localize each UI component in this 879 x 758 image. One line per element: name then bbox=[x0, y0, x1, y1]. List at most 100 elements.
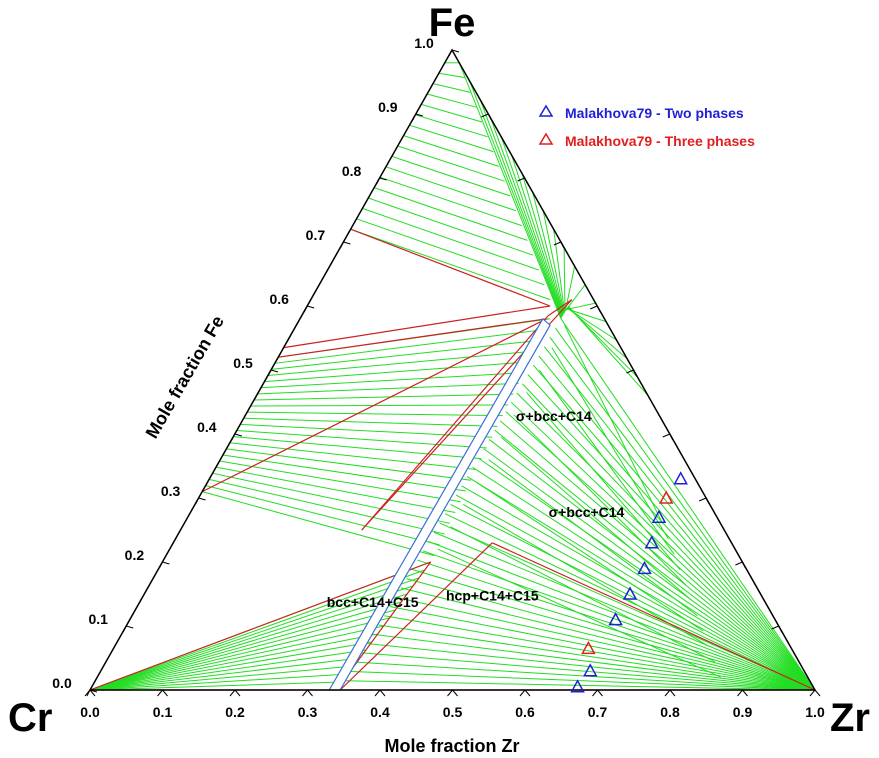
data-point-triangle bbox=[622, 586, 638, 600]
tick-mark bbox=[560, 241, 565, 249]
tie-line bbox=[532, 192, 565, 314]
tie-line bbox=[450, 503, 816, 691]
tie-line bbox=[494, 429, 816, 691]
tie-line bbox=[89, 601, 402, 691]
tie-line bbox=[415, 114, 488, 138]
tie-line bbox=[538, 355, 816, 691]
tick-labels: 0.0 0.0 0.1 0.1 0.2 0.2 0.3 0.3 0.4 0.4 0.5 0.5 0.6 0… bbox=[52, 35, 825, 720]
tie-lines bbox=[89, 62, 816, 691]
tick-mark bbox=[778, 625, 783, 633]
tie-line bbox=[271, 339, 540, 370]
tie-line bbox=[229, 442, 477, 470]
tick-label-zr: 0.4 bbox=[370, 704, 390, 720]
tie-line bbox=[89, 585, 414, 691]
tie-line bbox=[526, 392, 681, 571]
tick-mark bbox=[303, 305, 308, 313]
tie-line bbox=[499, 420, 816, 691]
tick-label-zr: 0.2 bbox=[225, 704, 245, 720]
tick-mark bbox=[524, 177, 529, 185]
tick-mark bbox=[519, 689, 526, 697]
tick-mark bbox=[447, 689, 453, 697]
tie-line bbox=[350, 228, 551, 301]
tie-line bbox=[202, 491, 435, 557]
vertex-label-left: Cr bbox=[8, 696, 52, 740]
tie-line bbox=[565, 284, 586, 311]
tick-mark bbox=[89, 689, 96, 697]
tie-line bbox=[411, 568, 816, 691]
tick-mark bbox=[771, 625, 779, 630]
tick-mark bbox=[126, 625, 134, 629]
tie-line bbox=[379, 176, 522, 227]
tick-mark bbox=[626, 369, 634, 374]
tie-line bbox=[490, 118, 563, 317]
data-point-triangle bbox=[608, 612, 623, 626]
legend-label: Malakhova79 - Three phases bbox=[565, 133, 755, 149]
tie-line bbox=[521, 173, 564, 315]
tie-line bbox=[89, 673, 349, 691]
tie-line bbox=[240, 423, 493, 438]
tie-line bbox=[544, 346, 816, 691]
tie-line bbox=[373, 633, 816, 691]
phase-boundary-line bbox=[278, 318, 547, 358]
legend-item-two-phases: Malakhova79 - Two phases bbox=[538, 104, 744, 121]
tie-line bbox=[267, 350, 535, 377]
tie-line bbox=[243, 417, 498, 427]
data-point-triangle bbox=[582, 663, 598, 677]
data-points bbox=[570, 471, 688, 693]
legend: Malakhova79 - Two phases Malakhova79 - T… bbox=[538, 104, 755, 149]
tick-mark bbox=[741, 561, 746, 569]
legend-item-three-phases: Malakhova79 - Three phases bbox=[538, 132, 755, 149]
data-point-triangle bbox=[581, 640, 596, 655]
tie-line bbox=[89, 609, 396, 691]
region-label: σ+bcc+C14 bbox=[549, 504, 625, 520]
tie-line bbox=[374, 187, 528, 241]
tick-mark bbox=[157, 689, 163, 697]
tick-mark bbox=[553, 241, 562, 246]
tie-line bbox=[362, 207, 539, 271]
data-point-triangle bbox=[658, 490, 674, 504]
tie-line bbox=[472, 466, 816, 691]
tie-line bbox=[89, 577, 420, 691]
tie-line bbox=[438, 72, 466, 79]
axis-title-bottom: Mole fraction Zr bbox=[384, 736, 519, 756]
tick-label-zr: 1.0 bbox=[805, 704, 825, 720]
tie-line bbox=[397, 145, 505, 182]
tick-label-fe: 0.7 bbox=[306, 227, 326, 243]
tie-line bbox=[563, 247, 566, 312]
tick-mark bbox=[524, 689, 531, 697]
tie-line bbox=[215, 466, 456, 514]
tie-line bbox=[483, 448, 816, 691]
tick-mark bbox=[307, 305, 315, 309]
tie-line bbox=[479, 99, 563, 318]
tie-line bbox=[212, 472, 451, 524]
tie-line bbox=[566, 308, 607, 323]
tie-line bbox=[362, 652, 816, 691]
tie-line bbox=[257, 382, 519, 395]
tick-mark bbox=[596, 305, 601, 313]
tie-line bbox=[555, 327, 816, 691]
tie-line bbox=[274, 329, 545, 364]
tick-mark bbox=[814, 689, 821, 697]
tick-mark bbox=[735, 561, 743, 566]
legend-marker-triangle-icon bbox=[538, 104, 554, 117]
tick-label-fe: 0.6 bbox=[269, 291, 289, 307]
tie-line bbox=[391, 155, 511, 197]
tick-label-zr: 0.1 bbox=[153, 704, 173, 720]
tie-line bbox=[389, 605, 816, 691]
tick-mark bbox=[379, 177, 387, 181]
tie-line bbox=[564, 324, 664, 524]
tie-line bbox=[500, 136, 564, 317]
tick-mark bbox=[343, 241, 351, 245]
tie-line bbox=[488, 439, 816, 691]
tick-mark bbox=[267, 369, 272, 377]
tie-line bbox=[260, 372, 524, 389]
tick-mark bbox=[662, 433, 670, 438]
phase-boundary-line bbox=[547, 299, 573, 317]
tie-line bbox=[433, 531, 816, 691]
tie-line bbox=[500, 436, 693, 601]
data-point-triangle bbox=[651, 509, 667, 523]
region-label: bcc+C14+C15 bbox=[327, 594, 419, 610]
tie-line bbox=[406, 578, 816, 691]
tick-label-fe: 1.0 bbox=[414, 35, 434, 51]
